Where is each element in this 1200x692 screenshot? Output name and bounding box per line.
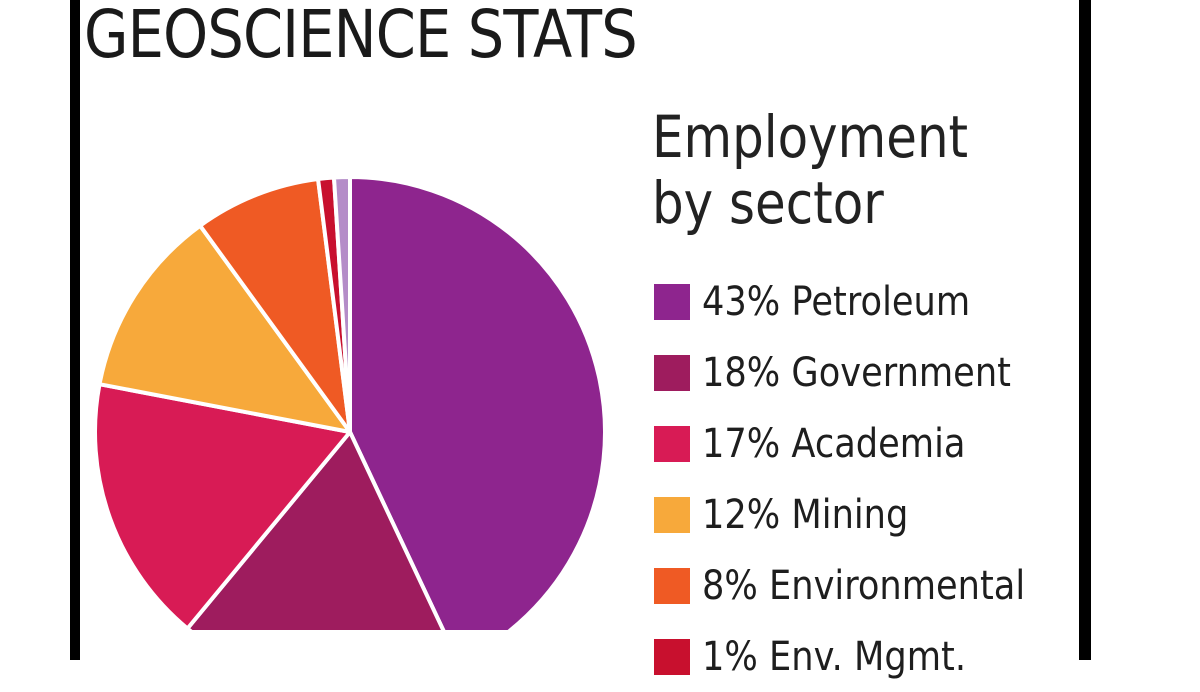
pie-slice: [198, 177, 352, 434]
legend-swatch: [654, 567, 690, 604]
pie-slice: [185, 430, 446, 630]
pie-slice: [348, 175, 607, 630]
legend-item: 8% Environmental: [654, 550, 1069, 621]
legend-swatch: [654, 638, 690, 675]
legend-title: Employment by sector: [652, 104, 968, 236]
legend-label: 8% Environmental: [702, 562, 1026, 609]
legend-title-line1: Employment: [652, 103, 969, 171]
chart-title: GEOSCIENCE STATS: [84, 0, 638, 73]
legend: 43% Petroleum 18% Government 17% Academi…: [654, 266, 1069, 692]
legend-label: 12% Mining: [702, 491, 909, 538]
legend-item: 1% Env. Mgmt.: [654, 621, 1069, 692]
pie-slice: [93, 382, 352, 630]
legend-label: 18% Government: [702, 349, 1011, 396]
legend-label: 1% Env. Mgmt.: [702, 633, 967, 680]
legend-title-line2: by sector: [652, 169, 884, 237]
legend-item: 43% Petroleum: [654, 266, 1069, 337]
legend-swatch: [654, 496, 690, 533]
legend-item: 17% Academia: [654, 408, 1069, 479]
legend-item: 18% Government: [654, 337, 1069, 408]
legend-label: 43% Petroleum: [702, 278, 971, 325]
legend-swatch: [654, 354, 690, 391]
legend-swatch: [654, 283, 690, 320]
pie-chart: [93, 175, 607, 630]
legend-item: 12% Mining: [654, 479, 1069, 550]
legend-label: 17% Academia: [702, 420, 966, 467]
pie-slices: [93, 175, 607, 630]
pie-slice: [331, 175, 352, 434]
legend-swatch: [654, 425, 690, 462]
pie-slice: [97, 223, 352, 434]
